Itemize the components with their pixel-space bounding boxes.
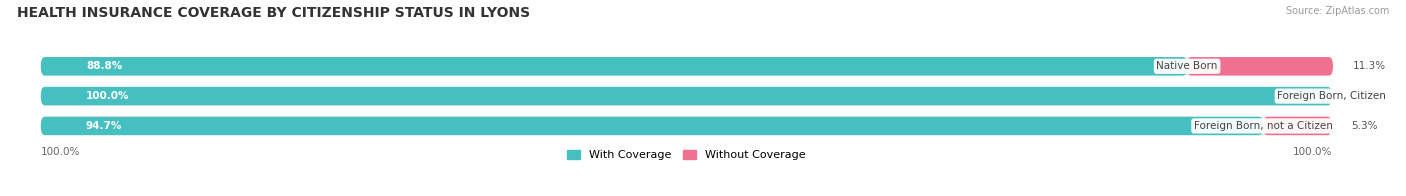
Text: Native Born: Native Born <box>1156 61 1218 71</box>
Text: Foreign Born, Citizen: Foreign Born, Citizen <box>1277 91 1386 101</box>
Text: 100.0%: 100.0% <box>1292 147 1331 157</box>
Text: 11.3%: 11.3% <box>1353 61 1385 71</box>
Text: 5.3%: 5.3% <box>1351 121 1378 131</box>
Text: 100.0%: 100.0% <box>86 91 129 101</box>
Text: 0.0%: 0.0% <box>1351 91 1378 101</box>
Text: Foreign Born, not a Citizen: Foreign Born, not a Citizen <box>1194 121 1333 131</box>
Text: 94.7%: 94.7% <box>86 121 122 131</box>
Legend: With Coverage, Without Coverage: With Coverage, Without Coverage <box>567 150 806 161</box>
FancyBboxPatch shape <box>41 87 1331 105</box>
FancyBboxPatch shape <box>41 57 1187 75</box>
FancyBboxPatch shape <box>1263 117 1331 135</box>
FancyBboxPatch shape <box>41 117 1331 135</box>
FancyBboxPatch shape <box>1187 57 1333 75</box>
FancyBboxPatch shape <box>41 87 1331 105</box>
Text: 88.8%: 88.8% <box>86 61 122 71</box>
Text: Source: ZipAtlas.com: Source: ZipAtlas.com <box>1285 6 1389 16</box>
Text: 100.0%: 100.0% <box>41 147 80 157</box>
FancyBboxPatch shape <box>41 117 1263 135</box>
FancyBboxPatch shape <box>41 57 1331 75</box>
Text: HEALTH INSURANCE COVERAGE BY CITIZENSHIP STATUS IN LYONS: HEALTH INSURANCE COVERAGE BY CITIZENSHIP… <box>17 6 530 20</box>
